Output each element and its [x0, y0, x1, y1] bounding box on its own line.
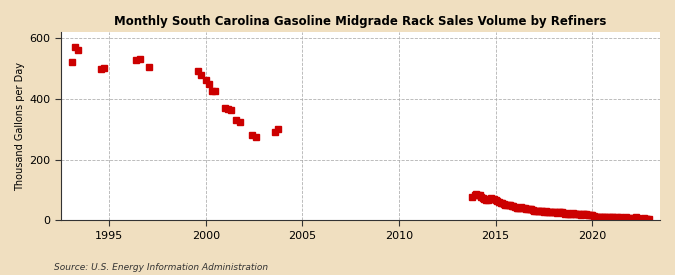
- Title: Monthly South Carolina Gasoline Midgrade Rack Sales Volume by Refiners: Monthly South Carolina Gasoline Midgrade…: [114, 15, 607, 28]
- Y-axis label: Thousand Gallons per Day: Thousand Gallons per Day: [15, 62, 25, 191]
- Text: Source: U.S. Energy Information Administration: Source: U.S. Energy Information Administ…: [54, 263, 268, 272]
